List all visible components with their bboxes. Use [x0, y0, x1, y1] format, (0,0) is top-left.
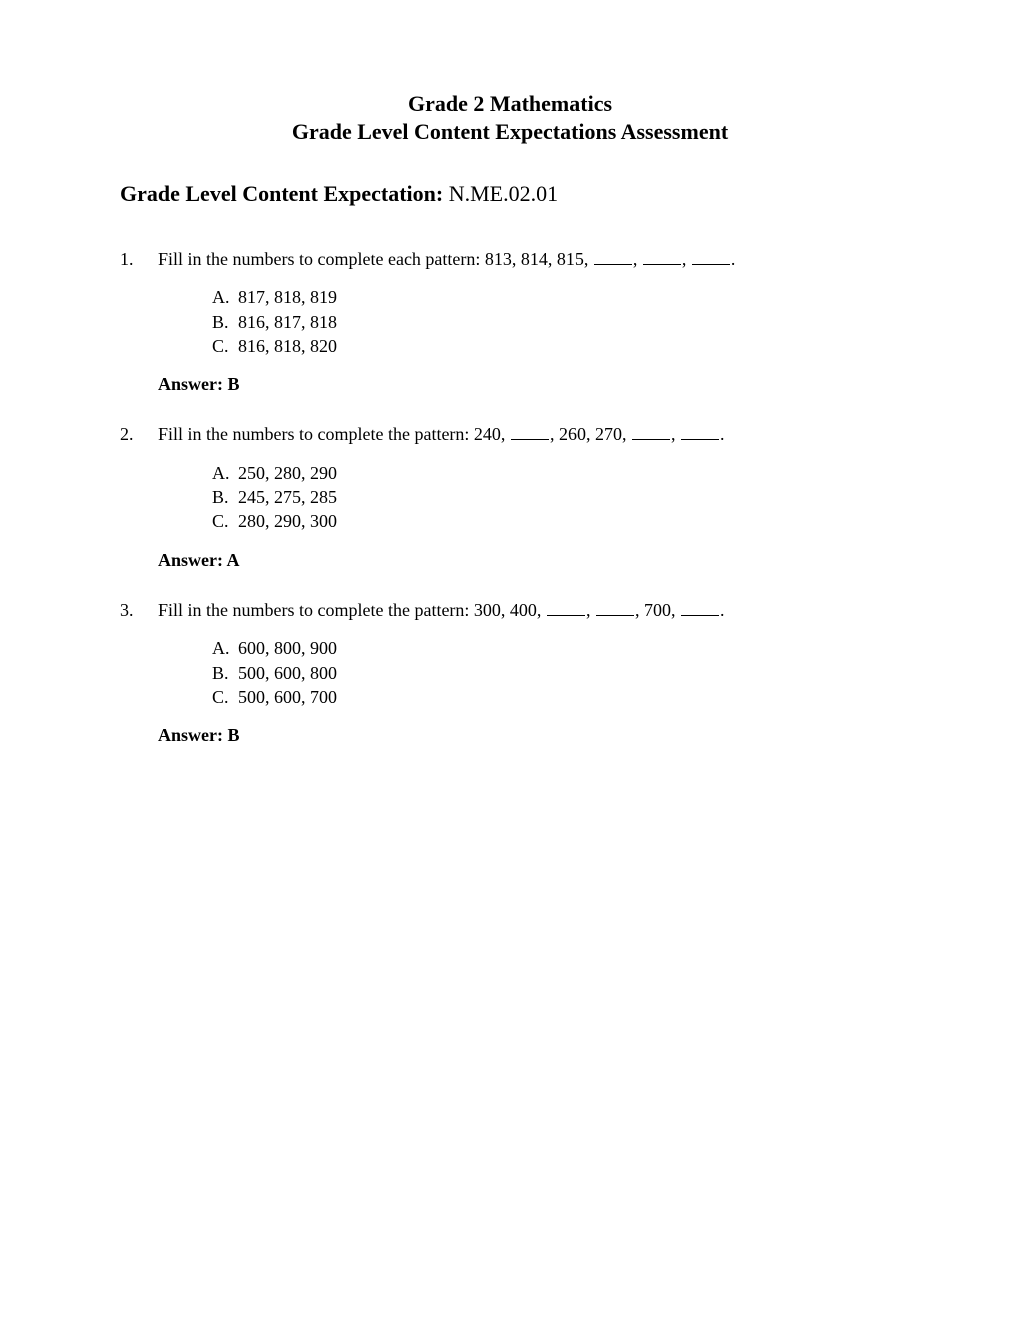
- fill-blank: [594, 264, 632, 265]
- question-row: 2.Fill in the numbers to complete the pa…: [120, 422, 900, 446]
- stem-text: , 700,: [635, 600, 680, 620]
- content-expectation-value: N.ME.02.01: [449, 181, 558, 206]
- choice-letter: C.: [212, 685, 238, 709]
- fill-blank: [681, 439, 719, 440]
- choice-text: 817, 818, 819: [238, 285, 337, 309]
- choice-row: B.245, 275, 285: [212, 485, 900, 509]
- choice-letter: B.: [212, 310, 238, 334]
- choice-text: 600, 800, 900: [238, 636, 337, 660]
- stem-text: .: [731, 249, 736, 269]
- choice-row: C.816, 818, 820: [212, 334, 900, 358]
- choice-list: A.817, 818, 819B.816, 817, 818C.816, 818…: [212, 285, 900, 358]
- choice-row: B.500, 600, 800: [212, 661, 900, 685]
- answer-line: Answer: B: [158, 372, 900, 396]
- choice-text: 816, 818, 820: [238, 334, 337, 358]
- choice-letter: A.: [212, 285, 238, 309]
- choice-text: 816, 817, 818: [238, 310, 337, 334]
- choice-text: 500, 600, 700: [238, 685, 337, 709]
- fill-blank: [596, 615, 634, 616]
- fill-blank: [643, 264, 681, 265]
- choice-row: A.600, 800, 900: [212, 636, 900, 660]
- fill-blank: [511, 439, 549, 440]
- choice-text: 280, 290, 300: [238, 509, 337, 533]
- stem-text: Fill in the numbers to complete the patt…: [158, 600, 546, 620]
- question-block: 2.Fill in the numbers to complete the pa…: [120, 422, 900, 571]
- question-stem: Fill in the numbers to complete each pat…: [158, 247, 900, 271]
- choice-row: A.250, 280, 290: [212, 461, 900, 485]
- stem-text: ,: [586, 600, 595, 620]
- question-number: 2.: [120, 422, 158, 446]
- choice-row: C.500, 600, 700: [212, 685, 900, 709]
- fill-blank: [681, 615, 719, 616]
- choice-row: B.816, 817, 818: [212, 310, 900, 334]
- question-block: 3.Fill in the numbers to complete the pa…: [120, 598, 900, 747]
- stem-text: .: [720, 424, 725, 444]
- choice-list: A.250, 280, 290B.245, 275, 285C.280, 290…: [212, 461, 900, 534]
- fill-blank: [632, 439, 670, 440]
- fill-blank: [547, 615, 585, 616]
- question-stem: Fill in the numbers to complete the patt…: [158, 598, 900, 622]
- question-stem: Fill in the numbers to complete the patt…: [158, 422, 900, 446]
- choice-letter: A.: [212, 461, 238, 485]
- choice-row: A.817, 818, 819: [212, 285, 900, 309]
- choice-row: C.280, 290, 300: [212, 509, 900, 533]
- question-row: 1.Fill in the numbers to complete each p…: [120, 247, 900, 271]
- answer-line: Answer: A: [158, 548, 900, 572]
- question-number: 1.: [120, 247, 158, 271]
- stem-text: .: [720, 600, 725, 620]
- choice-text: 500, 600, 800: [238, 661, 337, 685]
- choice-letter: B.: [212, 485, 238, 509]
- question-block: 1.Fill in the numbers to complete each p…: [120, 247, 900, 396]
- choice-text: 245, 275, 285: [238, 485, 337, 509]
- choice-list: A.600, 800, 900B.500, 600, 800C.500, 600…: [212, 636, 900, 709]
- choice-letter: B.: [212, 661, 238, 685]
- title-line-1: Grade 2 Mathematics: [120, 90, 900, 118]
- stem-text: ,: [671, 424, 680, 444]
- title-line-2: Grade Level Content Expectations Assessm…: [120, 118, 900, 146]
- fill-blank: [692, 264, 730, 265]
- title-block: Grade 2 Mathematics Grade Level Content …: [120, 90, 900, 145]
- question-number: 3.: [120, 598, 158, 622]
- answer-line: Answer: B: [158, 723, 900, 747]
- stem-text: Fill in the numbers to complete each pat…: [158, 249, 593, 269]
- stem-text: ,: [682, 249, 691, 269]
- question-row: 3.Fill in the numbers to complete the pa…: [120, 598, 900, 622]
- page: Grade 2 Mathematics Grade Level Content …: [0, 0, 1020, 747]
- choice-text: 250, 280, 290: [238, 461, 337, 485]
- content-expectation-line: Grade Level Content Expectation: N.ME.02…: [120, 181, 900, 207]
- questions-container: 1.Fill in the numbers to complete each p…: [120, 247, 900, 747]
- choice-letter: A.: [212, 636, 238, 660]
- stem-text: Fill in the numbers to complete the patt…: [158, 424, 510, 444]
- choice-letter: C.: [212, 509, 238, 533]
- stem-text: ,: [633, 249, 642, 269]
- choice-letter: C.: [212, 334, 238, 358]
- content-expectation-label: Grade Level Content Expectation:: [120, 181, 443, 206]
- stem-text: , 260, 270,: [550, 424, 631, 444]
